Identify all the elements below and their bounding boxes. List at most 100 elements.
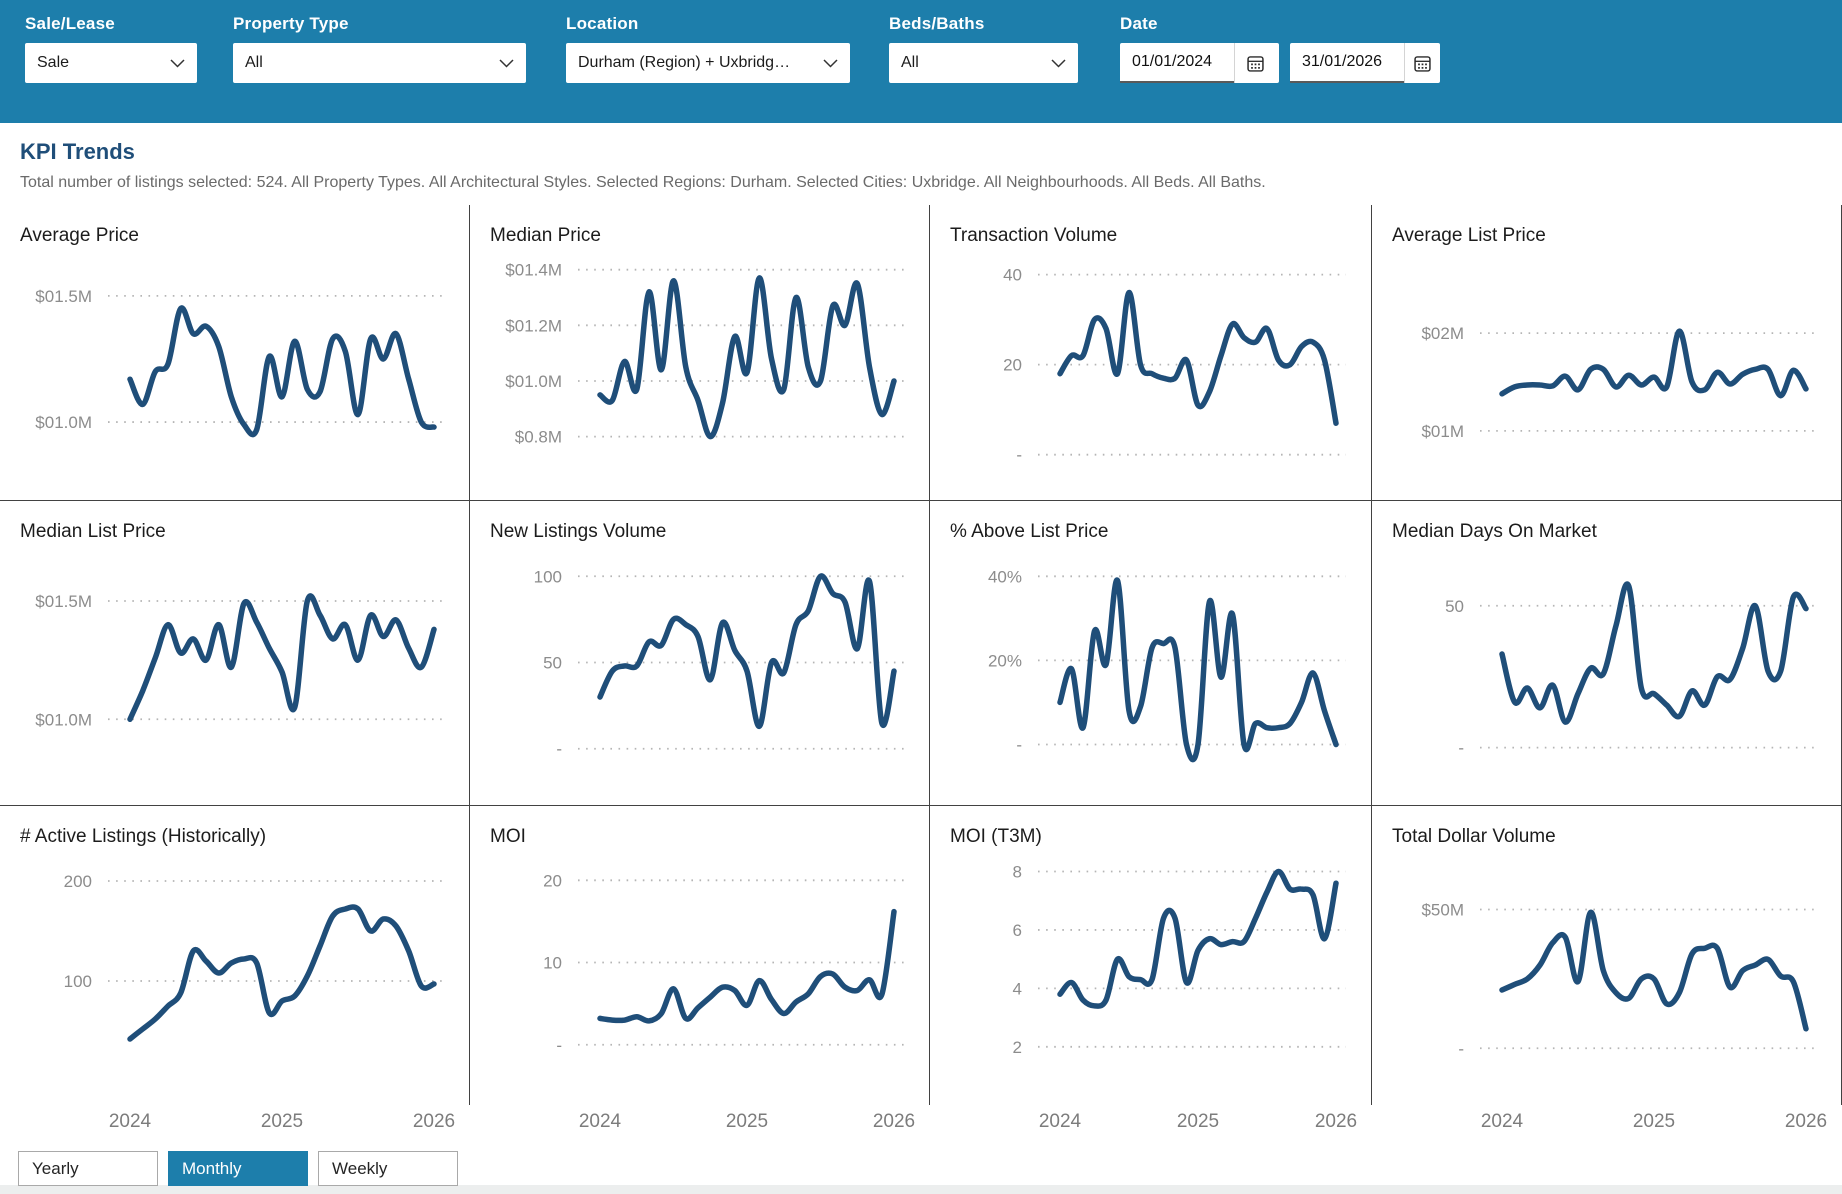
svg-text:$0.8M: $0.8M (515, 428, 562, 447)
x-axis-labels-col1: 2024 2025 2026 (0, 1105, 470, 1145)
x-axis-labels-col3: 2024 2025 2026 (930, 1105, 1372, 1145)
chevron-down-icon (1051, 58, 1066, 68)
calendar-icon[interactable] (1404, 43, 1440, 83)
chart-panel-median-list-price: Median List Price $01.5M $01.0M (0, 500, 470, 805)
toggle-yearly[interactable]: Yearly (18, 1151, 158, 1186)
year-label-2026: 2026 (412, 1111, 456, 1132)
property-type-dropdown[interactable]: All (233, 43, 526, 83)
svg-text:$02M: $02M (1421, 324, 1464, 343)
chart-panel-moi: MOI 20 10 - (470, 805, 930, 1105)
property-type-label: Property Type (233, 14, 349, 33)
filter-sale-lease: Sale/Lease Sale (25, 14, 197, 83)
filter-property-type: Property Type All (233, 14, 526, 83)
chart-title-average-price: Average Price (20, 225, 139, 246)
trend-line-new-listings-volume (597, 573, 897, 730)
chart-title-moi: MOI (490, 826, 526, 847)
chart-title-median-price: Median Price (490, 225, 601, 246)
chart-panel-average-list-price: Average List Price $02M $01M (1372, 205, 1842, 500)
date-label: Date (1120, 14, 1158, 33)
toggle-monthly[interactable]: Monthly (168, 1151, 308, 1186)
year-label-2026: 2026 (1314, 1111, 1358, 1132)
chart-panel-total-dollar-volume: Total Dollar Volume $50M - (1372, 805, 1842, 1105)
trend-line-moi (597, 908, 897, 1024)
location-value: Durham (Region) + Uxbridg… (578, 54, 791, 71)
year-label-2024: 2024 (108, 1111, 152, 1132)
trend-line-moi-t3m (1057, 868, 1339, 1009)
svg-text:$01M: $01M (1421, 422, 1464, 441)
selection-summary: Total number of listings selected: 524. … (20, 174, 1266, 191)
sale-lease-dropdown[interactable]: Sale (25, 43, 197, 83)
chart-canvas-median-price: $01.4M $01.2M $01.0M $0.8M (505, 261, 904, 447)
chart-title-new-listings-volume: New Listings Volume (490, 521, 667, 542)
trend-line-pct-above-list-price (1057, 577, 1339, 763)
chart-canvas-average-price: $01.5M $01.0M (35, 287, 444, 438)
svg-text:100: 100 (64, 972, 92, 991)
beds-baths-dropdown[interactable]: All (889, 43, 1078, 83)
trend-line-average-price (127, 305, 437, 438)
svg-text:10: 10 (543, 954, 562, 973)
chart-panel-median-days-on-market: Median Days On Market 50 - (1372, 500, 1842, 805)
svg-text:20%: 20% (988, 651, 1022, 670)
chart-panel-moi-t3m: MOI (T3M) 8 6 4 2 (930, 805, 1372, 1105)
trend-line-active-listings (127, 904, 437, 1042)
sale-lease-value: Sale (37, 54, 70, 71)
chart-panel-new-listings-volume: New Listings Volume 100 50 - (470, 500, 930, 805)
svg-text:-: - (556, 1036, 562, 1055)
svg-text:$01.0M: $01.0M (505, 372, 562, 391)
chevron-down-icon (823, 58, 838, 68)
filter-beds-baths: Beds/Baths All (889, 14, 1078, 83)
chart-panel-median-price: Median Price $01.4M $01.2M $01.0M $0.8M (470, 205, 930, 500)
chart-canvas-moi-t3m: 8 6 4 2 (1013, 863, 1346, 1057)
svg-text:$01.0M: $01.0M (35, 413, 92, 432)
svg-text:8: 8 (1013, 863, 1022, 882)
svg-text:50: 50 (1445, 597, 1464, 616)
page-title: KPI Trends (20, 139, 135, 164)
svg-text:20: 20 (543, 871, 562, 890)
date-end-input[interactable]: 31/01/2026 (1290, 43, 1440, 83)
chart-canvas-pct-above-list-price: 40% 20% - (988, 567, 1346, 763)
svg-text:$50M: $50M (1421, 901, 1464, 920)
date-end-value: 31/01/2026 (1290, 43, 1404, 83)
chart-panel-pct-above-list-price: % Above List Price 40% 20% - (930, 500, 1372, 805)
sale-lease-label: Sale/Lease (25, 14, 115, 33)
trend-line-transaction-volume (1057, 289, 1339, 426)
svg-text:$01.4M: $01.4M (505, 261, 562, 280)
svg-text:-: - (1016, 735, 1022, 754)
filter-bar: Sale/Lease Sale Property Type All Locati… (0, 0, 1842, 123)
svg-text:50: 50 (543, 654, 562, 673)
chart-canvas-moi: 20 10 - (543, 871, 904, 1055)
toggle-weekly[interactable]: Weekly (318, 1151, 458, 1186)
kpi-chart-grid: Average Price $01.5M $01.0M Median Price $01… (0, 205, 1842, 1105)
calendar-icon[interactable] (1234, 43, 1275, 83)
year-label-2025: 2025 (725, 1111, 769, 1132)
svg-text:100: 100 (534, 567, 562, 586)
chart-title-median-list-price: Median List Price (20, 521, 166, 542)
svg-text:$01.2M: $01.2M (505, 316, 562, 335)
svg-text:200: 200 (64, 872, 92, 891)
year-label-2025: 2025 (260, 1111, 304, 1132)
chart-canvas-new-listings-volume: 100 50 - (534, 567, 904, 759)
kpi-section-header: KPI Trends Total number of listings sele… (0, 123, 1842, 205)
chart-panel-average-price: Average Price $01.5M $01.0M (0, 205, 470, 500)
x-axis-labels-col2: 2024 2025 2026 (470, 1105, 930, 1145)
year-label-2024: 2024 (1038, 1111, 1082, 1132)
date-start-input[interactable]: 01/01/2024 (1120, 43, 1279, 83)
svg-text:2: 2 (1013, 1038, 1022, 1057)
trend-line-total-dollar-volume (1499, 909, 1809, 1032)
svg-text:$01.5M: $01.5M (35, 287, 92, 306)
location-dropdown[interactable]: Durham (Region) + Uxbridg… (566, 43, 850, 83)
chart-title-median-days-on-market: Median Days On Market (1392, 521, 1597, 542)
year-label-2025: 2025 (1176, 1111, 1220, 1132)
property-type-value: All (245, 54, 263, 71)
chart-title-transaction-volume: Transaction Volume (950, 225, 1118, 246)
trend-line-median-price (597, 275, 897, 440)
chart-canvas-active-listings: 200 100 (64, 872, 444, 1042)
svg-text:4: 4 (1013, 979, 1022, 998)
svg-text:-: - (1016, 446, 1022, 465)
svg-text:-: - (556, 740, 562, 759)
year-label-2025: 2025 (1632, 1111, 1676, 1132)
chart-panel-transaction-volume: Transaction Volume 40 20 - (930, 205, 1372, 500)
chart-panel-active-listings: # Active Listings (Historically) 200 100 (0, 805, 470, 1105)
chart-title-active-listings: # Active Listings (Historically) (20, 826, 267, 847)
footer-strip (0, 1185, 1842, 1194)
